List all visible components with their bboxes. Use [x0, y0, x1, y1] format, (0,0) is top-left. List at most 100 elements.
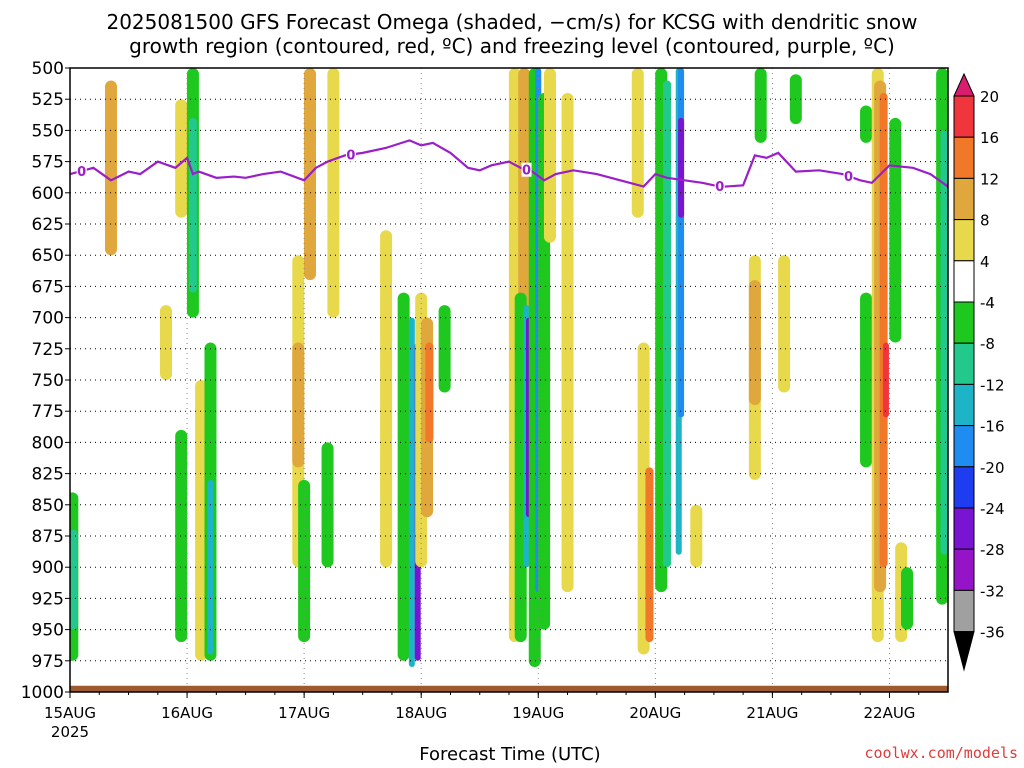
- x-tick-label: 20AUG: [629, 704, 681, 722]
- colorbar-label: -32: [980, 582, 1005, 600]
- credit-text: coolwx.com/models: [864, 744, 1018, 762]
- colorbar-label: -36: [980, 624, 1005, 642]
- omega-cell: [188, 117, 197, 293]
- freezing-label-bg: [345, 147, 356, 162]
- colorbar-swatch: [953, 589, 975, 633]
- x-tick-label: 18AUG: [395, 704, 447, 722]
- omega-cell: [438, 305, 451, 393]
- colorbar-swatch: [953, 260, 975, 303]
- y-tick-label: 925: [32, 589, 64, 609]
- y-tick-label: 625: [32, 215, 64, 235]
- colorbar-label: 20: [980, 88, 999, 106]
- y-tick-label: 1000: [21, 683, 64, 703]
- x-tick-label: 16AUG: [161, 704, 213, 722]
- colorbar-swatch: [953, 507, 975, 550]
- colorbar-label: -24: [980, 500, 1005, 518]
- y-tick-label: 775: [32, 402, 64, 422]
- omega-cell: [292, 342, 305, 468]
- omega-cell: [159, 305, 172, 380]
- omega-cell: [778, 255, 791, 393]
- colorbar-swatch: [953, 342, 975, 385]
- omega-cell: [678, 117, 685, 218]
- omega-cell: [70, 529, 78, 630]
- omega-cell: [860, 105, 873, 143]
- colorbar-label: -8: [980, 335, 995, 353]
- omega-cell: [901, 567, 914, 630]
- y-tick-label: 725: [32, 340, 64, 360]
- omega-cell: [940, 130, 948, 555]
- x-axis-title: Forecast Time (UTC): [419, 744, 601, 765]
- colorbar-label: 12: [980, 170, 999, 188]
- freezing-level-line: [70, 139, 948, 188]
- omega-cell: [879, 92, 888, 568]
- y-tick-label: 650: [32, 246, 64, 266]
- x-tick-label: 22AUG: [863, 704, 915, 722]
- omega-cell: [380, 230, 393, 568]
- y-tick-label: 750: [32, 371, 64, 391]
- ground-fill: [70, 685, 948, 692]
- colorbar-swatch: [953, 383, 975, 427]
- colorbar-label: 8: [980, 212, 990, 230]
- omega-cell: [104, 80, 117, 256]
- x-tick-label: 15AUG: [44, 704, 96, 722]
- freezing-level-label: 0: [522, 164, 531, 179]
- x-tick-label: 19AUG: [512, 704, 564, 722]
- colorbar-label: -28: [980, 541, 1005, 559]
- colorbar-swatch: [953, 136, 975, 179]
- omega-cell: [425, 342, 434, 443]
- y-tick-label: 900: [32, 558, 64, 578]
- colorbar-swatch: [953, 425, 975, 468]
- y-tick-label: 825: [32, 465, 64, 485]
- omega-cell: [408, 317, 415, 668]
- colorbar-label: 16: [980, 129, 999, 147]
- y-tick-label: 600: [32, 184, 64, 204]
- y-tick-label: 975: [32, 652, 64, 672]
- omega-cell: [298, 479, 311, 643]
- omega-cell: [175, 99, 188, 218]
- y-tick-label: 875: [32, 527, 64, 547]
- colorbar-top-arrow: [953, 72, 975, 97]
- colorbar-label: 4: [980, 253, 990, 271]
- freezing-label-bg: [521, 162, 532, 177]
- omega-cell: [561, 92, 574, 593]
- colorbar-swatch: [953, 219, 975, 262]
- omega-cell: [645, 467, 654, 643]
- omega-cell: [321, 442, 334, 568]
- colorbar-swatch: [953, 466, 975, 509]
- y-tick-label: 500: [32, 59, 64, 79]
- omega-cell: [860, 292, 873, 468]
- y-tick-label: 800: [32, 433, 64, 453]
- chart-title-line2: growth region (contoured, red, ºC) and f…: [129, 34, 895, 58]
- y-tick-label: 700: [32, 309, 64, 329]
- omega-cell: [327, 68, 340, 318]
- chart-title-line1: 2025081500 GFS Forecast Omega (shaded, −…: [106, 10, 918, 34]
- omega-cell: [889, 117, 902, 343]
- y-tick-label: 525: [32, 90, 64, 110]
- y-tick-label: 550: [32, 121, 64, 141]
- freezing-label-bg: [76, 163, 87, 178]
- colorbar-bottom-arrow: [953, 631, 975, 672]
- freezing-label-bg: [843, 169, 854, 184]
- colorbar-swatch: [953, 548, 975, 591]
- freezing-level-label: 0: [844, 170, 853, 185]
- colorbar-label: -12: [980, 376, 1005, 394]
- freezing-level-label: 0: [346, 149, 355, 164]
- x-tick-label: 21AUG: [746, 704, 798, 722]
- freezing-label-bg: [714, 178, 725, 193]
- y-tick-label: 675: [32, 277, 64, 297]
- y-tick-label: 575: [32, 153, 64, 173]
- omega-cell: [195, 380, 208, 661]
- colorbar-label: -16: [980, 418, 1005, 436]
- omega-cell: [748, 280, 761, 405]
- colorbar-swatch: [953, 95, 975, 138]
- x-tick-label: 17AUG: [278, 704, 330, 722]
- freezing-level-label: 0: [77, 165, 86, 180]
- colorbar-swatch: [953, 177, 975, 221]
- colorbar-label: -4: [980, 294, 995, 312]
- colorbar-swatch: [953, 301, 975, 344]
- omega-cell: [690, 504, 703, 568]
- colorbar-label: -20: [980, 459, 1005, 477]
- omega-cell: [663, 80, 672, 568]
- x-year-label: 2025: [51, 723, 89, 741]
